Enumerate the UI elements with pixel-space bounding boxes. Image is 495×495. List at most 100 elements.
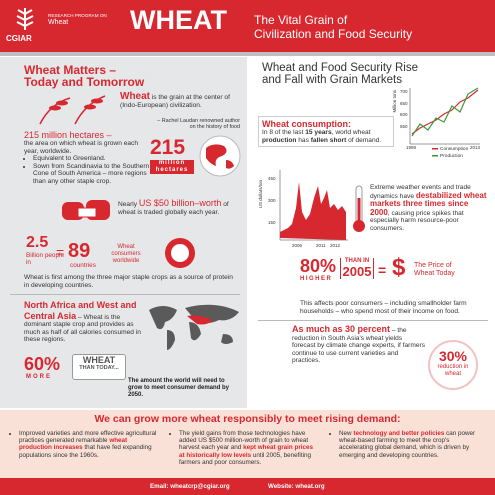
divider bbox=[10, 294, 240, 295]
bullet: Improved varieties and more effective ag… bbox=[19, 430, 160, 459]
than-today: THAN TODAY... bbox=[79, 365, 119, 371]
price-higher: HIGHER bbox=[300, 276, 333, 282]
price-equals: = bbox=[378, 262, 387, 278]
program-line: RESEARCH PROGRAM ON bbox=[48, 13, 107, 18]
website: Website: wheat.org bbox=[268, 483, 325, 490]
bottom-heading: We can grow more wheat responsibly to me… bbox=[94, 413, 401, 425]
unit-line: hectares bbox=[155, 167, 189, 173]
legend-item: Consumption bbox=[440, 147, 469, 152]
right-heading: Wheat and Food Security Rise and Fall wi… bbox=[262, 62, 418, 86]
column: New technology and better policies can p… bbox=[330, 430, 482, 459]
year-label: 2012 bbox=[330, 243, 341, 248]
program-name: Wheat bbox=[48, 19, 69, 26]
weather: Extreme weather events and trade dynamic… bbox=[370, 184, 490, 233]
tick-label: 700 bbox=[400, 89, 408, 94]
quote-text: is the grain at the center of (Indo-Euro… bbox=[120, 94, 230, 109]
emphasis: technology and better policies bbox=[353, 430, 445, 437]
affects: This affects poor consumers – including … bbox=[300, 300, 467, 315]
text: until 2005, benefiting farmers and poor … bbox=[179, 451, 311, 466]
year-label: 2006 bbox=[292, 243, 303, 248]
text: that have fed expanding populations sinc… bbox=[19, 444, 152, 459]
bullet: Sown from Scandinavia to the Southern Co… bbox=[33, 163, 150, 186]
legend: Consumption Production bbox=[440, 146, 468, 160]
column: Improved varieties and more effective ag… bbox=[10, 430, 160, 459]
footer bbox=[0, 478, 495, 495]
south-lead: As much as 30 percent bbox=[292, 324, 391, 334]
worth-lead: US $50 billion–worth bbox=[138, 198, 222, 208]
chart1-axis-label: Million tons bbox=[392, 90, 397, 113]
text: can power wheat-based farming to meet th… bbox=[339, 430, 476, 459]
email: Email: wheatcrp@cgiar.org bbox=[150, 483, 230, 490]
text: Improved varieties and more effective ag… bbox=[19, 430, 157, 445]
quote-lead: Wheat bbox=[120, 91, 150, 102]
left-panel bbox=[0, 57, 247, 408]
than-box: THAN IN 2005 bbox=[340, 258, 374, 279]
circle-percent: 30% bbox=[438, 348, 468, 364]
tick-label: 450 bbox=[268, 176, 276, 181]
tick-label: 600 bbox=[400, 112, 408, 117]
worth-text: Nearly bbox=[118, 201, 139, 208]
tick-label: 150 bbox=[268, 220, 276, 225]
text: New bbox=[339, 430, 354, 437]
bullet: New technology and better policies can p… bbox=[339, 430, 482, 459]
dollar: $ bbox=[392, 254, 406, 281]
more-note: The amount the world will need to grow t… bbox=[128, 378, 230, 398]
bullet: The yield gains from those technologies … bbox=[179, 430, 320, 466]
weather-lead: destabilized wheat markets three times s… bbox=[370, 190, 487, 217]
thermometer bbox=[353, 185, 365, 232]
chart2-axis-label: US dollars/ton bbox=[258, 180, 263, 209]
people-label: Billion people in bbox=[26, 252, 65, 266]
text: has bbox=[296, 136, 311, 144]
hectares-unit: million hectares bbox=[150, 160, 194, 174]
tick-label: 300 bbox=[268, 198, 276, 203]
consumption: Wheat consumption: In 8 of the last 15 ye… bbox=[258, 116, 394, 148]
plate-icon bbox=[165, 238, 195, 268]
text: , world wheat bbox=[331, 129, 371, 136]
emphasis: kept wheat grain prices at historically … bbox=[179, 444, 314, 459]
x-label: 2013 bbox=[470, 145, 481, 150]
price-chart bbox=[279, 170, 348, 241]
title: WHEAT bbox=[130, 5, 227, 35]
text: , causing price spikes that especially h… bbox=[370, 209, 464, 232]
subtitle-line: Civilization and Food Security bbox=[254, 27, 413, 41]
header bbox=[0, 0, 495, 52]
chart2-ticks: 450 300 150 bbox=[268, 168, 276, 234]
reduction-circle: 30% reduction in wheat bbox=[428, 340, 478, 390]
hectares-block: 215 million hectares – the area on which … bbox=[24, 130, 150, 186]
more-label: MORE bbox=[26, 374, 52, 380]
hectares-bullets: Equivalent to Greenland.Sown from Scandi… bbox=[24, 155, 150, 185]
org: CGIAR bbox=[6, 34, 32, 43]
regions: North Africa and West and Central Asia –… bbox=[24, 300, 142, 344]
bullet: Equivalent to Greenland. bbox=[33, 155, 150, 163]
text: production bbox=[262, 136, 297, 144]
wheat-icons bbox=[39, 95, 106, 125]
chart1-ticks: 700 650 600 550 bbox=[400, 86, 408, 132]
people-number: 2.5 bbox=[26, 234, 49, 251]
attribution: – Rachel Laudan renowned author on the h… bbox=[157, 118, 240, 131]
left-heading: Wheat Matters – Today and Tomorrow bbox=[24, 64, 144, 88]
money-icon bbox=[62, 200, 110, 220]
hectares-big: 215 bbox=[150, 136, 186, 159]
globe bbox=[199, 135, 241, 177]
legend-item: Production bbox=[440, 154, 463, 159]
logo-icon bbox=[16, 8, 34, 30]
heading-line: Today and Tomorrow bbox=[24, 75, 145, 89]
text: The yield gains from those technologies … bbox=[179, 430, 309, 452]
heading-line: Wheat Matters – bbox=[24, 63, 117, 77]
circle-label: reduction in wheat bbox=[437, 364, 469, 377]
text: – the reduction in South Asia's wheat yi… bbox=[292, 327, 426, 365]
text: Extreme weather events and trade dynamic… bbox=[370, 184, 471, 200]
price-percent: 80% bbox=[300, 256, 337, 276]
staple: Wheat is first among the three major sta… bbox=[24, 274, 233, 289]
tick-label: 550 bbox=[400, 123, 408, 129]
countries-number: 89 bbox=[68, 240, 91, 262]
text: In 8 of the last bbox=[262, 129, 306, 136]
hectares-lead: 215 million hectares – bbox=[24, 130, 112, 140]
unit-line: million bbox=[158, 160, 186, 166]
wheat-box: WHEAT THAN TODAY... bbox=[72, 354, 126, 380]
wheat-word: WHEAT bbox=[82, 355, 116, 365]
column: The yield gains from those technologies … bbox=[170, 430, 320, 466]
production-chart bbox=[409, 87, 480, 157]
text: of demand. bbox=[346, 136, 382, 144]
